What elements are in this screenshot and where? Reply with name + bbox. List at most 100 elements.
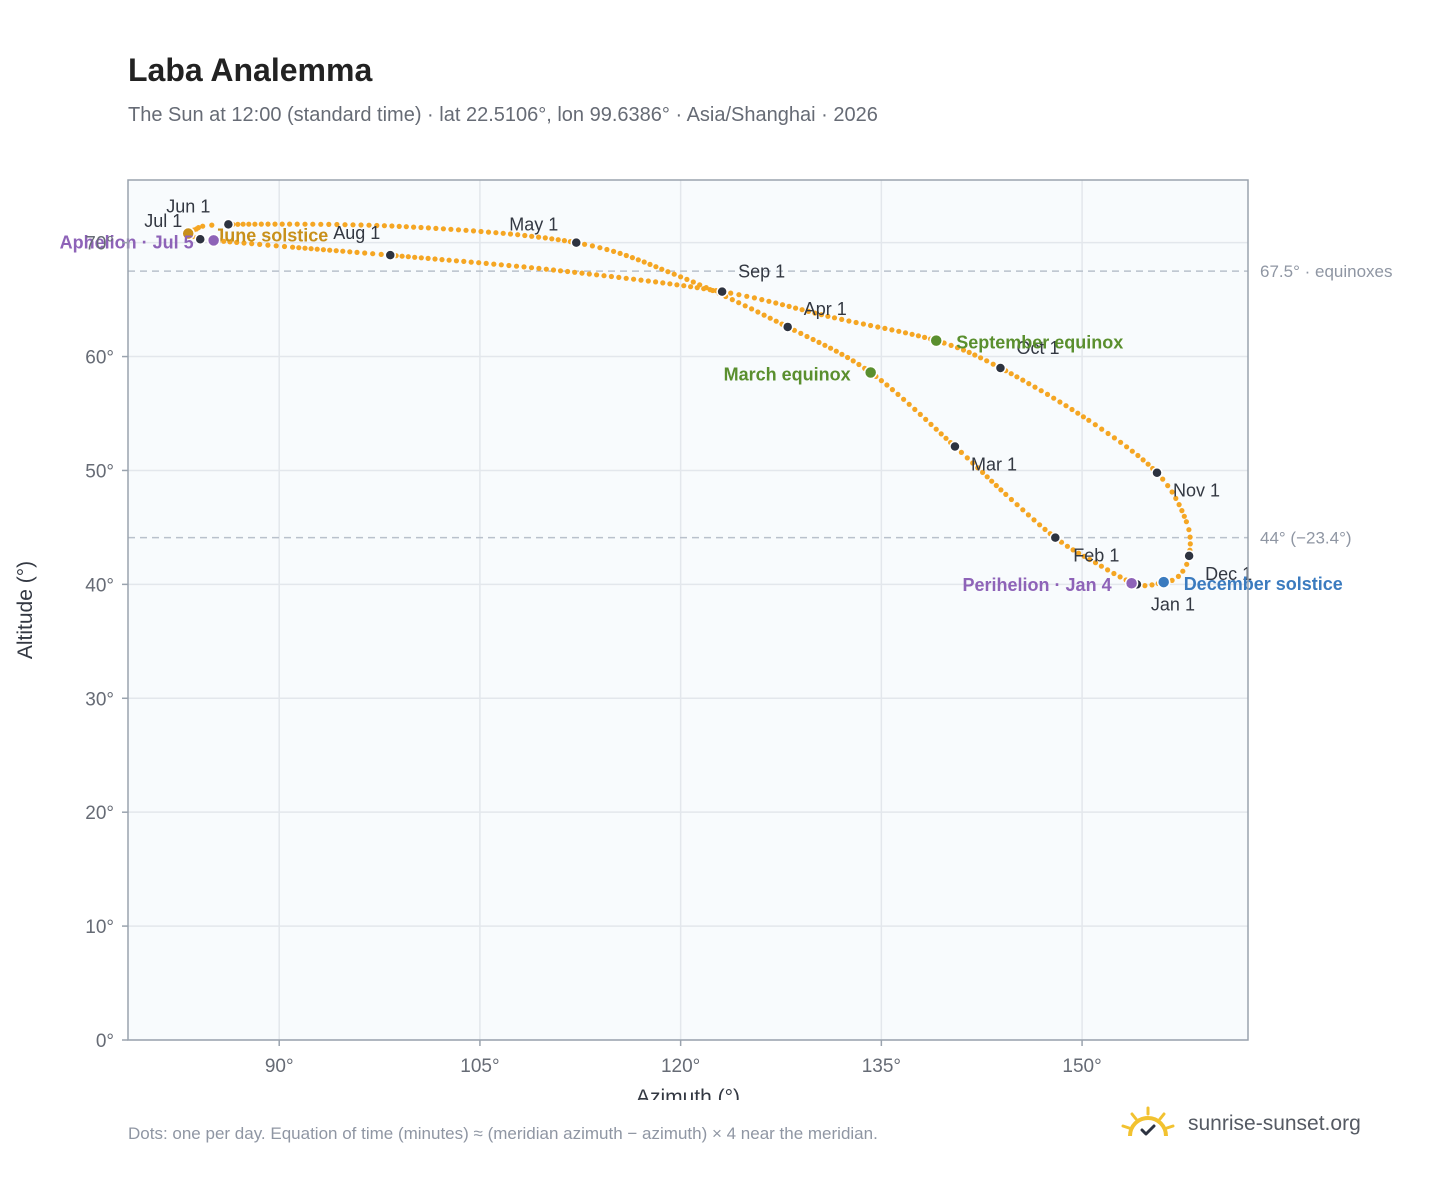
- reference-lines: 67.5° · equinoxes 44° (−23.4°): [128, 262, 1393, 548]
- month-marker: [194, 233, 207, 245]
- daily-sun-dot: [839, 351, 845, 357]
- daily-sun-dot: [234, 239, 240, 245]
- event-marker: [929, 333, 943, 348]
- daily-sun-dot: [235, 221, 241, 227]
- daily-sun-dot: [909, 331, 915, 337]
- daily-sun-dot: [221, 238, 227, 244]
- daily-sun-dot: [707, 287, 713, 293]
- daily-sun-dot: [528, 265, 535, 271]
- daily-sun-dot: [374, 222, 380, 229]
- daily-sun-dot: [701, 286, 707, 292]
- daily-sun-dot: [882, 325, 888, 331]
- daily-sun-dot: [786, 303, 792, 309]
- daily-sun-dot: [536, 234, 542, 240]
- x-tick-label: 90°: [265, 1056, 294, 1077]
- daily-sun-dot: [549, 236, 555, 242]
- month-marker: [570, 236, 583, 249]
- daily-sun-dot: [912, 406, 918, 412]
- daily-sun-dot: [822, 342, 828, 348]
- daily-sun-dot: [645, 278, 651, 284]
- brand[interactable]: sunrise-sunset.org: [1120, 1104, 1361, 1144]
- daily-sun-dot: [314, 246, 320, 252]
- daily-sun-dot: [446, 257, 452, 263]
- month-marker: [949, 440, 961, 453]
- daily-sun-dot: [684, 276, 690, 282]
- daily-sun-dot: [333, 248, 339, 254]
- daily-sun-dot: [793, 305, 799, 311]
- y-tick-label: 60°: [85, 348, 114, 369]
- plot-frame: [127, 179, 1249, 1041]
- month-marker: [384, 249, 397, 261]
- daily-sun-dot: [604, 246, 610, 253]
- daily-sun-dot: [403, 224, 409, 230]
- daily-sun-dot: [1187, 534, 1193, 540]
- reference-line-label: 44° (−23.4°): [1260, 529, 1352, 548]
- daily-sun-dot: [586, 271, 592, 277]
- daily-sun-dot: [378, 251, 384, 257]
- daily-sun-dot: [1063, 403, 1069, 409]
- daily-sun-dot: [1160, 476, 1166, 482]
- daily-sun-dot: [1031, 517, 1037, 523]
- daily-sun-dot: [601, 273, 607, 279]
- daily-sun-dot: [342, 222, 348, 228]
- daily-sun-dot: [399, 253, 405, 259]
- daily-sun-dot: [755, 309, 761, 315]
- daily-sun-dot: [1169, 577, 1175, 584]
- daily-sun-dot: [678, 274, 684, 280]
- daily-sun-dot: [1124, 444, 1130, 450]
- daily-sun-dot: [493, 230, 499, 236]
- daily-sun-dot: [1169, 489, 1175, 495]
- daily-sun-dot: [773, 318, 779, 324]
- daily-sun-dot: [884, 382, 890, 388]
- event-label: December solstice: [1184, 574, 1343, 594]
- daily-sun-dot: [318, 221, 324, 227]
- daily-sun-dot: [1117, 574, 1123, 580]
- daily-sun-dot: [638, 277, 644, 283]
- daily-sun-dot: [347, 249, 353, 255]
- daily-sun-dot: [281, 243, 288, 250]
- daily-sun-dot: [594, 272, 600, 278]
- daily-sun-dot: [681, 283, 687, 289]
- daily-sun-dot: [1176, 502, 1182, 508]
- daily-sun-dot: [461, 258, 467, 264]
- daily-sun-dot: [798, 330, 804, 336]
- daily-sun-dot: [954, 345, 961, 351]
- daily-sun-dot: [1076, 550, 1082, 556]
- daily-sun-dot: [561, 238, 568, 244]
- daily-sun-dot: [660, 280, 666, 286]
- daily-sun-dot: [922, 334, 928, 340]
- event-label: June solstice: [214, 226, 328, 246]
- month-label: Sep 1: [738, 262, 785, 282]
- daily-sun-dot: [258, 221, 264, 227]
- daily-sun-dot: [1180, 568, 1186, 574]
- daily-sun-dot: [1070, 547, 1076, 553]
- event-label: Perihelion · Jan 4: [963, 575, 1112, 595]
- daily-sun-dot: [468, 259, 474, 265]
- daily-sun-dot: [647, 261, 653, 267]
- daily-sun-dot: [943, 435, 949, 441]
- month-label: Apr 1: [804, 299, 847, 319]
- daily-sun-dot: [418, 255, 424, 261]
- daily-sun-dot: [362, 250, 368, 256]
- daily-sun-dot: [799, 307, 805, 313]
- daily-sun-dot: [759, 297, 765, 303]
- daily-sun-dot: [970, 460, 976, 466]
- daily-sun-dot: [1075, 410, 1081, 416]
- daily-sun-dot: [923, 416, 929, 422]
- daily-sun-dot: [901, 396, 907, 402]
- daily-sun-dot: [455, 227, 462, 233]
- event-marker: [1124, 576, 1139, 590]
- x-axis-label: Azimuth (°): [636, 1086, 740, 1100]
- chart-title: Laba Analemma: [128, 52, 373, 88]
- daily-sun-dot: [302, 245, 308, 251]
- daily-sun-dot: [543, 266, 549, 272]
- daily-sun-dot: [582, 241, 588, 247]
- brand-link[interactable]: sunrise-sunset.org: [1188, 1112, 1361, 1135]
- daily-sun-dot: [439, 257, 445, 263]
- daily-sun-dot: [623, 252, 629, 259]
- daily-sun-dot: [463, 227, 469, 233]
- month-label: Feb 1: [1073, 546, 1119, 566]
- daily-sun-dot: [529, 233, 535, 239]
- month-label: Jun 1: [166, 196, 210, 216]
